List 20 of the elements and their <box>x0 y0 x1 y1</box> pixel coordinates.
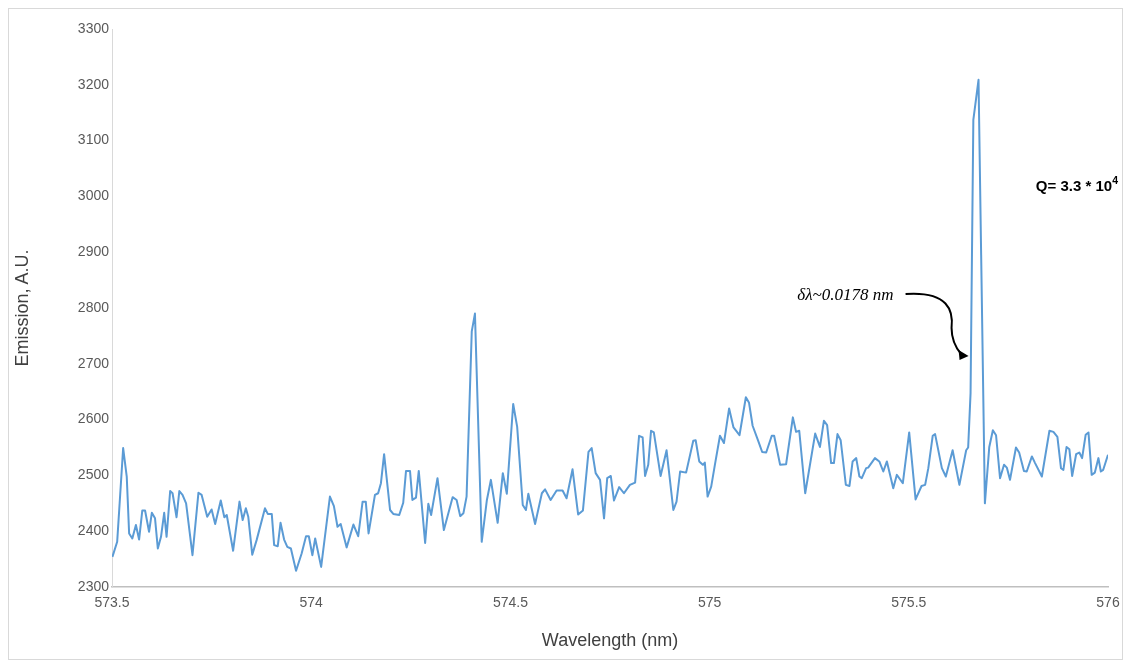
y-tick-label: 2600 <box>77 410 110 427</box>
y-tick-label: 3200 <box>77 75 110 92</box>
y-tick-label: 3000 <box>77 187 110 204</box>
y-tick-label: 2500 <box>77 466 110 483</box>
x-axis-title: Wavelength (nm) <box>541 630 679 651</box>
y-tick-label: 2400 <box>77 522 110 539</box>
y-tick-label: 2700 <box>77 354 110 371</box>
x-tick-label: 575.5 <box>891 594 927 611</box>
annotation: δλ~0.0178 nm <box>797 285 894 305</box>
x-tick-label: 573.5 <box>94 594 130 611</box>
x-tick-label: 576 <box>1096 594 1120 611</box>
x-tick-label: 575 <box>697 594 722 611</box>
x-tick-label: 574 <box>299 594 324 611</box>
y-axis-title: Emission, A.U. <box>11 249 32 367</box>
y-tick-label: 2300 <box>77 577 110 594</box>
y-tick-label: 2800 <box>77 298 110 315</box>
y-tick-label: 2900 <box>77 243 110 260</box>
y-tick-label: 3300 <box>77 19 110 36</box>
x-tick-label: 574.5 <box>492 594 529 611</box>
y-tick-label: 3100 <box>77 131 110 148</box>
